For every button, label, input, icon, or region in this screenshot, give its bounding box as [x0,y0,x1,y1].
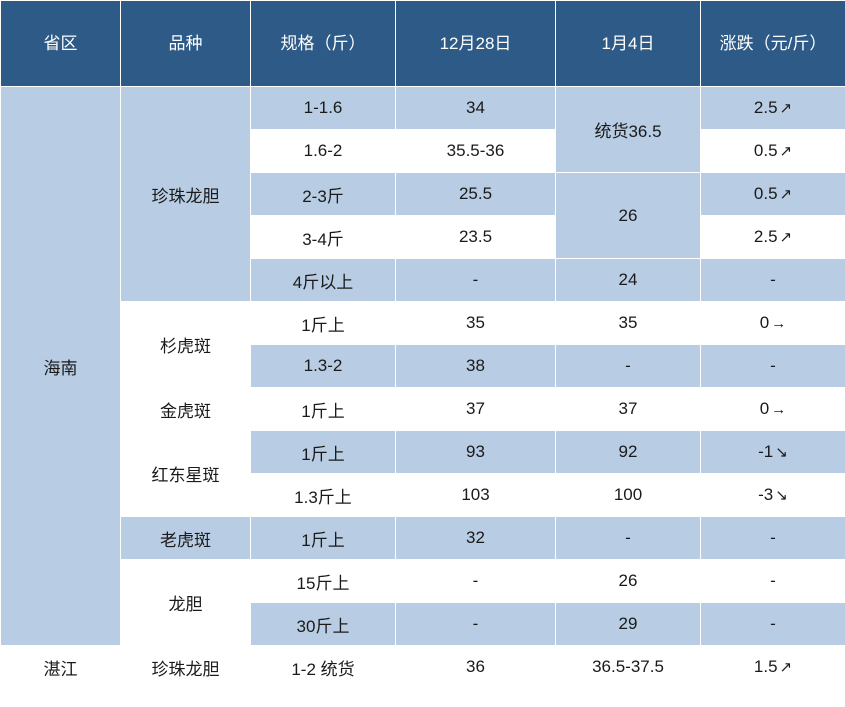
d1-cell: 38 [396,345,556,388]
variety-cell: 杉虎斑 [121,302,251,388]
d2-cell: - [556,517,701,560]
variety-cell: 龙胆 [121,560,251,646]
spec-cell: 1.3-2 [251,345,396,388]
d2-cell: 100 [556,474,701,517]
spec-cell: 1斤上 [251,517,396,560]
chg-val: 0.5 [754,141,778,160]
d1-cell: 25.5 [396,173,556,216]
chg-cell: 1.5↗ [701,646,845,689]
header-row: 省区 品种 规格（斤） 12月28日 1月4日 涨跌（元/斤） [1,1,845,87]
d2-cell: 26 [556,560,701,603]
col-province: 省区 [1,1,121,87]
chg-val: 0 [760,313,769,332]
spec-cell: 15斤上 [251,560,396,603]
chg-cell: - [701,517,845,560]
up-arrow-icon: ↗ [780,143,793,160]
d1-cell: 36 [396,646,556,689]
col-date1: 12月28日 [396,1,556,87]
down-arrow-icon: ↘ [775,487,788,504]
chg-cell: - [701,560,845,603]
up-arrow-icon: ↗ [780,100,793,117]
d1-cell: - [396,259,556,302]
up-arrow-icon: ↗ [780,229,793,246]
d2-cell: - [556,345,701,388]
chg-cell: 2.5↗ [701,87,845,130]
spec-cell: 1.3斤上 [251,474,396,517]
d2-cell: 统货36.5 [556,87,701,173]
col-date2: 1月4日 [556,1,701,87]
table-row: 湛江 珍珠龙胆 1-2 统货 36 36.5-37.5 1.5↗ [1,646,845,689]
chg-val: -1 [758,442,773,461]
flat-arrow-icon: → [771,315,786,332]
d1-cell: 34 [396,87,556,130]
variety-cell: 珍珠龙胆 [121,87,251,302]
chg-cell: -1↘ [701,431,845,474]
table-row: 老虎斑 1斤上 32 - - [1,517,845,560]
chg-cell: 0.5↗ [701,130,845,173]
d2-cell: 92 [556,431,701,474]
chg-val: 0 [760,399,769,418]
col-spec: 规格（斤） [251,1,396,87]
spec-cell: 1.6-2 [251,130,396,173]
chg-cell: - [701,603,845,646]
d1-cell: 35 [396,302,556,345]
province-cell: 海南 [1,87,121,646]
variety-cell: 红东星斑 [121,431,251,517]
variety-cell: 老虎斑 [121,517,251,560]
table-row: 红东星斑 1斤上 93 92 -1↘ [1,431,845,474]
d2-cell: 26 [556,173,701,259]
chg-val: 2.5 [754,98,778,117]
spec-cell: 1斤上 [251,302,396,345]
chg-cell: -3↘ [701,474,845,517]
spec-cell: 1斤上 [251,388,396,431]
d1-cell: 32 [396,517,556,560]
chg-cell: 0→ [701,302,845,345]
col-variety: 品种 [121,1,251,87]
d1-cell: - [396,560,556,603]
spec-cell: 4斤以上 [251,259,396,302]
chg-cell: 0→ [701,388,845,431]
chg-cell: 0.5↗ [701,173,845,216]
table-row: 龙胆 15斤上 - 26 - [1,560,845,603]
chg-cell: - [701,259,845,302]
d2-cell: 29 [556,603,701,646]
chg-val: -3 [758,485,773,504]
chg-val: 0.5 [754,184,778,203]
d1-cell: 23.5 [396,216,556,259]
spec-cell: 3-4斤 [251,216,396,259]
chg-cell: 2.5↗ [701,216,845,259]
spec-cell: 1斤上 [251,431,396,474]
up-arrow-icon: ↗ [780,186,793,203]
d1-cell: 35.5-36 [396,130,556,173]
table-row: 金虎斑 1斤上 37 37 0→ [1,388,845,431]
chg-cell: - [701,345,845,388]
chg-val: 2.5 [754,227,778,246]
spec-cell: 1-2 统货 [251,646,396,689]
down-arrow-icon: ↘ [775,444,788,461]
d1-cell: 93 [396,431,556,474]
col-change: 涨跌（元/斤） [701,1,845,87]
chg-val: 1.5 [754,657,778,676]
d2-cell: 35 [556,302,701,345]
spec-cell: 2-3斤 [251,173,396,216]
variety-cell: 金虎斑 [121,388,251,431]
price-table: 省区 品种 规格（斤） 12月28日 1月4日 涨跌（元/斤） 海南 珍珠龙胆 … [0,0,845,689]
table-row: 海南 珍珠龙胆 1-1.6 34 统货36.5 2.5↗ [1,87,845,130]
d1-cell: - [396,603,556,646]
province-cell: 湛江 [1,646,121,689]
variety-cell: 珍珠龙胆 [121,646,251,689]
d2-cell: 37 [556,388,701,431]
d2-cell: 24 [556,259,701,302]
d2-cell: 36.5-37.5 [556,646,701,689]
spec-cell: 30斤上 [251,603,396,646]
flat-arrow-icon: → [771,401,786,418]
d1-cell: 37 [396,388,556,431]
spec-cell: 1-1.6 [251,87,396,130]
up-arrow-icon: ↗ [780,659,793,676]
table-row: 杉虎斑 1斤上 35 35 0→ [1,302,845,345]
d1-cell: 103 [396,474,556,517]
